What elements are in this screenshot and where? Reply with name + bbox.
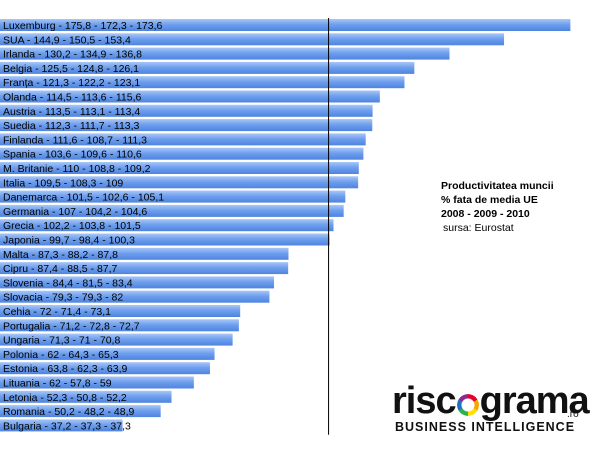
bar-label-18: Slovenia - 84,4 - 81,5 - 83,4 xyxy=(3,277,133,289)
bar-label-13: Germania - 107 - 104,2 - 104,6 xyxy=(3,206,147,218)
bar-11 xyxy=(0,176,359,189)
chart-annotation: Productivitatea muncii % fata de media U… xyxy=(441,179,591,235)
bar-label-26: Letonia - 52,3 - 50,8 - 52,2 xyxy=(3,392,127,404)
bar-label-4: Franța - 121,3 - 122,2 - 123,1 xyxy=(3,77,140,89)
bar-17 xyxy=(0,262,289,275)
bar-25 xyxy=(0,376,194,389)
bar-22 xyxy=(0,333,233,346)
bar-14 xyxy=(0,219,334,232)
bar-4 xyxy=(0,76,405,89)
chart-title-line-1: Productivitatea muncii xyxy=(441,180,554,192)
bar-13 xyxy=(0,204,344,217)
bar-7 xyxy=(0,119,373,132)
bar-12 xyxy=(0,190,346,203)
bar-8 xyxy=(0,133,366,146)
bar-20 xyxy=(0,305,241,317)
bar-label-24: Estonia - 63,8 - 62,3 - 63,9 xyxy=(3,363,127,375)
bar-5 xyxy=(0,90,380,103)
bar-label-27: Romania - 50,2 - 48,2 - 48,9 xyxy=(3,406,134,418)
bar-6 xyxy=(0,104,373,117)
bar-3 xyxy=(0,61,415,74)
bar-19 xyxy=(0,290,270,303)
bar-label-6: Austria - 113,5 - 113,1 - 113,4 xyxy=(3,106,140,118)
bar-9 xyxy=(0,147,364,160)
bar-27 xyxy=(0,405,161,418)
bar-21 xyxy=(0,319,239,332)
chart-source: sursa: Eurostat xyxy=(443,222,514,234)
bar-label-5: Olanda - 114,5 - 113,6 - 115,6 xyxy=(3,92,142,104)
bar-label-16: Malta - 87,3 - 88,2 - 87,8 xyxy=(3,249,118,261)
bar-label-9: Spania - 103,6 - 109,6 - 110,6 xyxy=(3,149,142,161)
logo-wordmark: risc grama xyxy=(392,380,590,422)
bar-label-14: Grecia - 102,2 - 103,8 - 101,5 xyxy=(3,220,141,232)
bar-label-23: Polonia - 62 - 64,3 - 65,3 xyxy=(3,349,119,361)
bar-0 xyxy=(0,19,571,31)
bar-label-15: Japonia - 99,7 - 98,4 - 100,3 xyxy=(3,235,135,247)
bar-label-10: M. Britanie - 110 - 108,8 - 109,2 xyxy=(3,163,151,175)
bar-label-12: Danemarca - 101,5 - 102,6 - 105,1 xyxy=(3,192,164,204)
bar-label-7: Suedia - 112,3 - 111,7 - 113,3 xyxy=(3,120,140,132)
bar-16 xyxy=(0,247,289,260)
bar-label-20: Cehia - 72 - 71,4 - 73,1 xyxy=(3,306,111,318)
chart-title-line-3: 2008 - 2009 - 2010 xyxy=(441,208,530,220)
logo-suffix: .ro xyxy=(567,409,579,420)
bar-23 xyxy=(0,347,215,360)
bar-28 xyxy=(0,419,123,432)
bar-label-11: Italia - 109,5 - 108,3 - 109 xyxy=(3,177,123,189)
bar-18 xyxy=(0,276,275,289)
logo-ring-icon xyxy=(456,394,479,416)
bar-1 xyxy=(0,33,505,46)
bar-26 xyxy=(0,390,172,403)
bar-label-25: Lituania - 62 - 57,8 - 59 xyxy=(3,378,112,390)
bar-label-3: Belgia - 125,5 - 124,8 - 126,1 xyxy=(3,63,139,75)
bar-15 xyxy=(0,233,330,246)
bar-label-17: Cipru - 87,4 - 88,5 - 87,7 xyxy=(3,263,118,275)
bar-label-2: Irlanda - 130,2 - 134,9 - 136,8 xyxy=(3,49,142,61)
bar-label-28: Bulgaria - 37,2 - 37,3 - 37,3 xyxy=(3,420,131,432)
bar-label-0: Luxemburg - 175,8 - 172,3 - 173,6 xyxy=(3,20,163,32)
bar-label-8: Finlanda - 111,6 - 108,7 - 111,3 xyxy=(3,134,147,146)
logo-tagline: BUSINESS INTELLIGENCE xyxy=(395,420,576,434)
bar-2 xyxy=(0,47,450,60)
bar-label-19: Slovacia - 79,3 - 79,3 - 82 xyxy=(3,292,123,304)
riscograma-logo: risc grama .ro BUSINESS INTELLIGENCE xyxy=(392,380,592,442)
bar-label-1: SUA - 144,9 - 150,5 - 153,4 xyxy=(3,34,131,46)
bar-24 xyxy=(0,362,210,375)
bar-label-22: Ungaria - 71,3 - 71 - 70,8 xyxy=(3,335,120,347)
chart-title-line-2: % fata de media UE xyxy=(441,194,538,206)
bar-10 xyxy=(0,162,359,174)
bar-label-21: Portugalia - 71,2 - 72,8 - 72,7 xyxy=(3,320,140,332)
